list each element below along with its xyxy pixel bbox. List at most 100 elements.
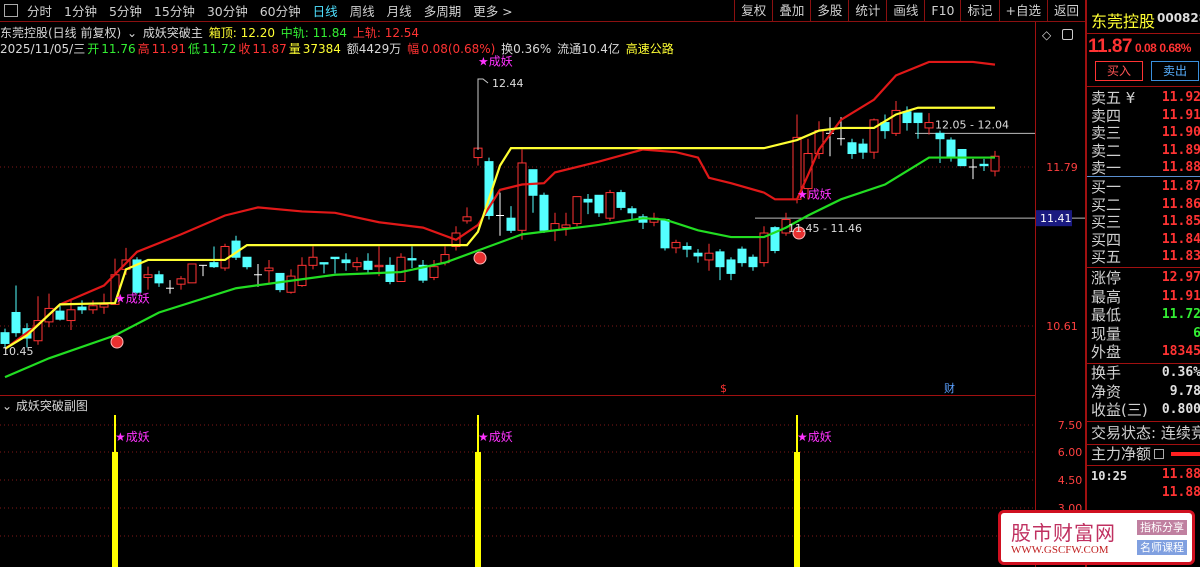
tick-row: 11.88	[1091, 484, 1200, 502]
buy-button[interactable]: 买入	[1095, 61, 1143, 81]
period-tab[interactable]: 月线	[386, 4, 412, 19]
candle-body	[869, 119, 879, 153]
candle	[561, 212, 571, 236]
mid-track: 中轨: 11.84	[280, 26, 348, 40]
period-tab[interactable]: 60分钟	[259, 4, 301, 19]
candle	[847, 138, 857, 159]
sector[interactable]: 高速公路	[625, 42, 674, 56]
bid-row: 买一 11.87	[1091, 178, 1200, 196]
candle-body	[539, 194, 549, 231]
row-value: 0.800	[1161, 402, 1200, 417]
trade-status: 交易状态: 连续竞	[1091, 424, 1200, 442]
divider	[1087, 267, 1200, 268]
tool-button[interactable]: 画线	[886, 0, 924, 22]
indicator-name[interactable]: 成妖突破主	[142, 26, 203, 40]
price-tag-bg	[1036, 210, 1072, 227]
period-tab[interactable]: 30分钟	[206, 4, 248, 19]
candle-body	[759, 232, 769, 264]
row-value: 18345	[1161, 344, 1200, 359]
ask-row: 卖二 11.89	[1091, 142, 1200, 160]
candle	[869, 118, 879, 159]
candle	[231, 235, 241, 260]
tool-button[interactable]: F10	[924, 0, 960, 22]
candle-body	[143, 274, 153, 278]
sell-button[interactable]: 卖出	[1151, 61, 1199, 81]
stock-title: 东莞控股(日线 前复权)	[0, 26, 122, 40]
stat-row: 现量 6	[1091, 325, 1200, 343]
sub-tick: 6.00	[1058, 446, 1083, 459]
bid-row: 买三 11.85	[1091, 213, 1200, 231]
candle-body	[209, 262, 219, 268]
period-tab[interactable]: 更多 >	[473, 4, 513, 19]
period-tab[interactable]: 日线	[312, 4, 338, 19]
period-tab[interactable]: 分时	[27, 4, 53, 19]
period-tab[interactable]: 多周期	[423, 4, 462, 19]
tool-button[interactable]: 叠加	[772, 0, 810, 22]
candle	[550, 212, 560, 242]
tool-button[interactable]: 统计	[848, 0, 886, 22]
tool-button[interactable]: 多股	[810, 0, 848, 22]
layout-icon[interactable]	[1062, 29, 1073, 40]
tool-button[interactable]: 标记	[960, 0, 998, 22]
signal-label: ★成妖	[478, 55, 513, 69]
watermark: 股市财富网 WWW.GSCFW.COM 指标分享 名师课程	[998, 510, 1195, 565]
diamond-icon[interactable]: ◇	[1042, 28, 1052, 42]
high: 11.91	[151, 42, 186, 56]
pane-divider[interactable]	[0, 395, 1035, 396]
tool-button[interactable]: 返回	[1046, 0, 1085, 22]
candle-body	[33, 320, 43, 342]
period-tab[interactable]: 1分钟	[64, 4, 97, 19]
panel-toggle-icon[interactable]	[4, 4, 18, 17]
candle	[660, 219, 670, 251]
low: 11.72	[201, 42, 237, 56]
chevron-down-icon[interactable]: ⌄	[2, 399, 13, 413]
row-value: 11.92	[1161, 90, 1200, 105]
stat-row: 最低 11.72	[1091, 306, 1200, 324]
candle	[858, 138, 868, 159]
close-label: 收	[238, 42, 251, 56]
row-label: 卖二	[1091, 141, 1122, 160]
candle	[242, 256, 252, 270]
menu-icon[interactable]	[1154, 449, 1165, 459]
sub-signal-label: ★成妖	[797, 430, 832, 444]
divider	[1087, 176, 1200, 177]
change-label: 幅	[407, 42, 420, 56]
bid-row: 买四 11.84	[1091, 231, 1200, 249]
period-tab[interactable]: 5分钟	[108, 4, 142, 19]
flow-bar	[1171, 452, 1200, 456]
candle-body	[990, 155, 1000, 172]
range-label: 11.45 - 11.46	[788, 222, 862, 235]
period-toolbar: 分时 1分钟 5分钟 15分钟 30分钟 60分钟 日线 周线 月线 多周期 更多 >	[0, 0, 1085, 22]
candle	[254, 263, 262, 287]
period-tab[interactable]: 15分钟	[153, 4, 195, 19]
row-label: 买二	[1091, 195, 1122, 214]
range-label: 12.05 - 12.04	[935, 118, 1009, 131]
high-label: 高	[137, 42, 150, 56]
tool-button[interactable]: 复权	[734, 0, 772, 22]
candle	[572, 196, 582, 227]
watermark-tag-share: 指标分享	[1137, 520, 1187, 535]
period-tab[interactable]: 周线	[349, 4, 375, 19]
candle-body	[363, 260, 373, 270]
row-label: 最低	[1091, 306, 1122, 324]
row-label: 买五	[1091, 248, 1122, 266]
candle	[264, 259, 274, 285]
row-value: 11.87	[1161, 179, 1200, 194]
candle	[682, 242, 692, 258]
candle-body	[66, 309, 76, 322]
candle-body	[891, 109, 901, 134]
stat-row: 最高 11.91	[1091, 288, 1200, 306]
chevron-down-icon[interactable]: ⌄	[127, 26, 138, 40]
candle	[330, 256, 340, 274]
candle	[693, 249, 703, 263]
candle-body	[308, 256, 318, 266]
row-label: 买三	[1091, 213, 1122, 231]
ask-row: 卖三 11.90	[1091, 124, 1200, 142]
sub-signal-label: ★成妖	[115, 430, 150, 444]
tool-button[interactable]: +自选	[998, 0, 1047, 22]
open-label: 开	[87, 42, 100, 56]
row-label: 净资	[1091, 382, 1122, 401]
candle	[539, 192, 549, 234]
ask-row: 卖五 ¥ 11.92	[1091, 89, 1200, 107]
